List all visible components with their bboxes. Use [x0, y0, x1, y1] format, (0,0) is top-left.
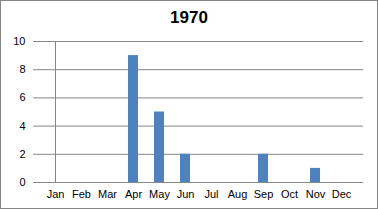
svg-text:0: 0: [19, 176, 25, 188]
svg-text:May: May: [149, 188, 170, 200]
svg-text:8: 8: [19, 63, 25, 75]
html-text:1970: 1970: [170, 8, 208, 27]
svg-text:Jan: Jan: [47, 188, 65, 200]
svg-text:Sep: Sep: [254, 188, 274, 200]
svg-text:6: 6: [19, 91, 25, 103]
svg-text:Mar: Mar: [98, 188, 117, 200]
svg-text:Nov: Nov: [306, 188, 326, 200]
svg-text:Feb: Feb: [72, 188, 91, 200]
svg-text:Apr: Apr: [125, 188, 142, 200]
svg-text:10: 10: [13, 35, 25, 47]
svg-text:Aug: Aug: [228, 188, 248, 200]
svg-text:2: 2: [19, 148, 25, 160]
svg-text:4: 4: [19, 120, 25, 132]
svg-text:Dec: Dec: [332, 188, 352, 200]
svg-text:Oct: Oct: [281, 188, 298, 200]
svg-text:Jul: Jul: [204, 188, 218, 200]
svg-text:Jun: Jun: [177, 188, 195, 200]
